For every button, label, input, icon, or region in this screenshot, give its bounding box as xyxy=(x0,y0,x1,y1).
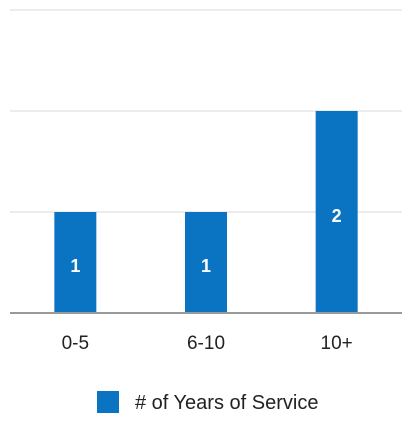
data-label: 1 xyxy=(70,256,80,276)
legend: # of Years of Service xyxy=(97,391,318,414)
bar-series: 1 1 2 xyxy=(54,111,358,313)
data-label: 2 xyxy=(332,206,342,226)
x-tick-labels: 0-5 6-10 10+ xyxy=(62,333,353,354)
bar-10+[interactable] xyxy=(315,111,358,313)
x-tick-label: 10+ xyxy=(321,333,353,354)
bar-6-10[interactable] xyxy=(185,212,227,313)
data-label: 1 xyxy=(201,256,211,276)
legend-label: # of Years of Service xyxy=(135,392,318,414)
legend-swatch xyxy=(97,391,119,413)
x-tick-label: 0-5 xyxy=(62,333,89,354)
bar-0-5[interactable] xyxy=(54,212,97,313)
x-tick-label: 6-10 xyxy=(187,333,225,354)
